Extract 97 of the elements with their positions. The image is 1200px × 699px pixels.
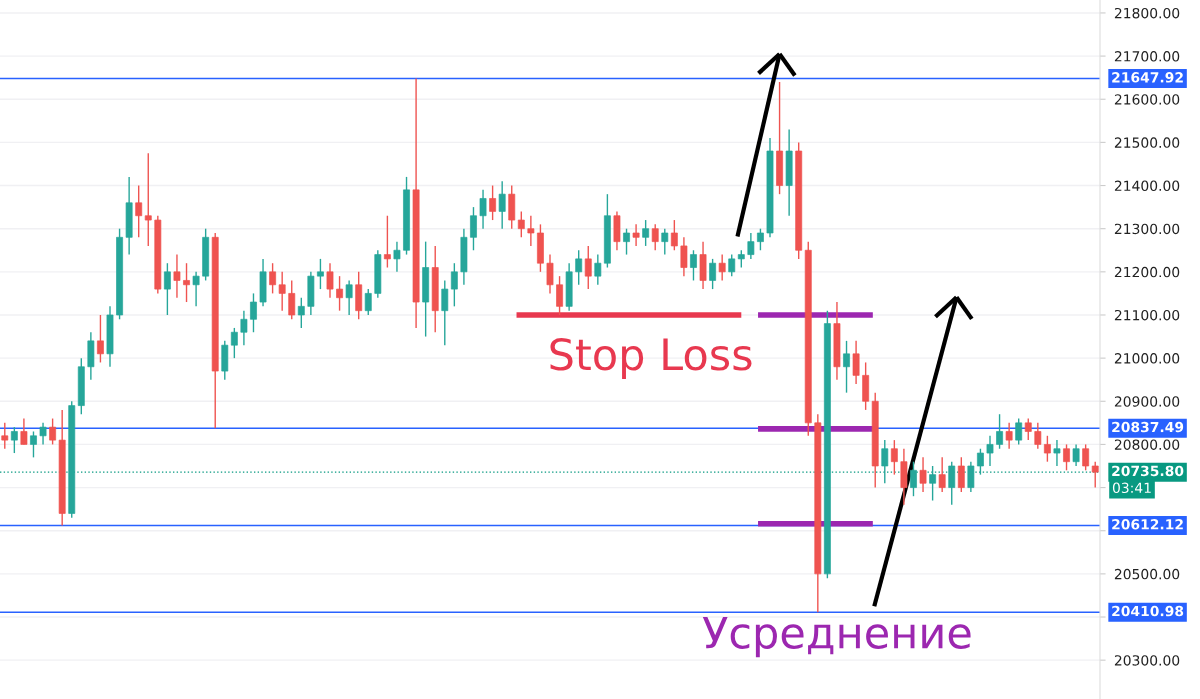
text: 03:41 (1112, 482, 1151, 494)
candlestick (919, 456, 927, 493)
candlestick (632, 223, 640, 247)
candlestick (441, 279, 449, 346)
candlestick (498, 180, 506, 230)
candlestick (546, 253, 554, 295)
candlestick (1043, 435, 1051, 463)
annotation: Усреднение (702, 616, 971, 658)
candlestick (517, 210, 525, 239)
candlestick (192, 271, 200, 308)
candlestick (747, 232, 755, 260)
candlestick (269, 262, 277, 295)
candlestick (690, 249, 697, 282)
candlestick (173, 253, 181, 299)
candlestick (144, 152, 152, 247)
y-tick-label: 21700.00 (1114, 51, 1180, 62)
candlestick (670, 219, 678, 251)
y-tick-label: 21200.00 (1114, 266, 1180, 278)
candlestick (336, 275, 343, 312)
candlestick (843, 340, 850, 394)
candlestick (135, 184, 143, 239)
candlestick (1015, 417, 1023, 446)
y-tick-label: 21600.00 (1114, 94, 1180, 105)
candlestick (10, 426, 18, 454)
candlestick (297, 297, 305, 329)
candlestick (345, 279, 353, 316)
candlestick (651, 223, 659, 251)
candlestick (938, 456, 946, 493)
candlestick (49, 417, 57, 446)
candlestick (967, 460, 975, 493)
annotation: Stop Loss (550, 338, 752, 379)
candlestick (594, 253, 602, 286)
y-tick-label: 21400.00 (1114, 180, 1180, 192)
candlestick (317, 258, 324, 290)
candlestick (709, 258, 717, 290)
candlestick (364, 288, 372, 316)
candlestick (183, 262, 190, 303)
candlestick (996, 413, 1003, 450)
candlestick (489, 184, 497, 221)
y-tick-label: 20900.00 (1114, 396, 1180, 407)
candlestick (278, 271, 286, 312)
candlestick (1034, 422, 1042, 450)
candlestick (450, 262, 458, 308)
ref-line-label: 20410.98 (1112, 605, 1184, 617)
y-tick-label: 21500.00 (1114, 137, 1180, 148)
candlestick (288, 279, 296, 320)
y-tick-label: 21800.00 (1114, 7, 1180, 19)
candlestick (986, 435, 994, 467)
candlestick (39, 422, 47, 446)
candlestick (948, 460, 956, 506)
candlestick (1063, 443, 1070, 472)
candlestick (957, 456, 965, 493)
candlestick (680, 236, 688, 277)
candlestick (97, 314, 104, 364)
y-tick-label: 21300.00 (1114, 223, 1180, 235)
candlestick (1005, 422, 1013, 450)
candlestick (718, 253, 726, 282)
candlestick (623, 227, 630, 256)
ref-line-label: 20612.12 (1112, 519, 1183, 530)
ref-line-label: 20837.49 (1112, 421, 1184, 433)
candlestick (1053, 439, 1061, 467)
candlestick (1, 422, 9, 450)
candlestick (556, 275, 563, 316)
candlestick (881, 439, 889, 484)
candlestick (728, 253, 736, 277)
candlestick (910, 460, 917, 497)
candlestick (326, 262, 334, 299)
candlestick (479, 189, 487, 230)
y-tick-label: 21100.00 (1114, 309, 1180, 321)
candlestick (1024, 417, 1032, 441)
candlestick (852, 340, 860, 385)
y-tick-label: 20300.00 (1114, 655, 1180, 666)
candlestick (642, 219, 650, 247)
candlestick (527, 215, 535, 247)
candlestick (584, 245, 592, 290)
candlestick (757, 227, 764, 251)
candlestick (575, 249, 583, 286)
candlestick (20, 417, 28, 446)
candlestick (230, 327, 238, 359)
candlestick (250, 292, 257, 333)
candlestick (890, 439, 898, 476)
candlestick (661, 227, 669, 256)
candlestick (1082, 443, 1090, 472)
y-tick-label: 20800.00 (1114, 439, 1180, 450)
candlestick (383, 215, 391, 269)
candlestick (240, 309, 248, 346)
candlestick (30, 430, 37, 459)
candlestick (470, 206, 477, 251)
candlestick (163, 262, 171, 316)
ref-line-label: 21647.92 (1112, 72, 1183, 83)
y-tick-label: 20500.00 (1114, 568, 1180, 580)
ref-line-label: 20735.80 (1112, 465, 1184, 477)
candlestick (929, 465, 937, 502)
candlestick (1072, 443, 1080, 467)
candlestick (977, 448, 984, 476)
y-tick-label: 21000.00 (1114, 353, 1180, 364)
candlestick (393, 240, 401, 273)
